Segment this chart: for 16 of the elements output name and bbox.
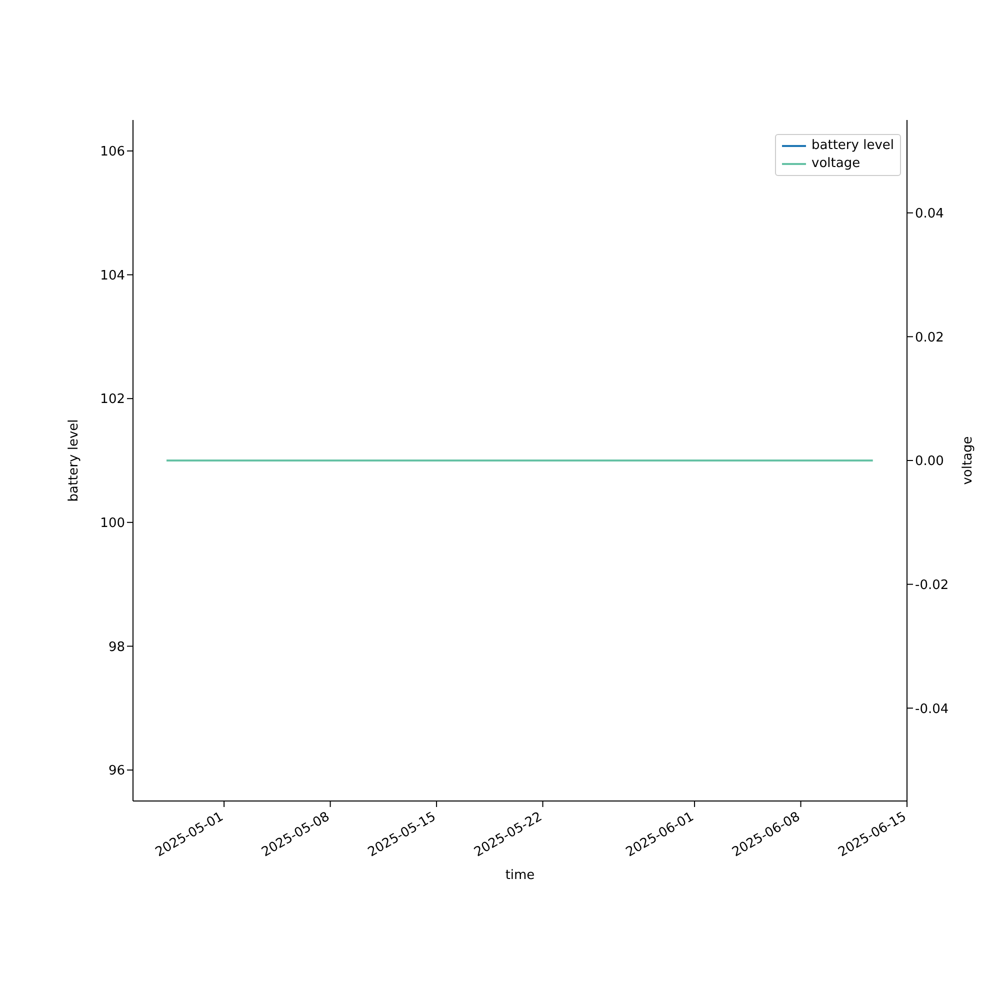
y-axis-title: battery level [66, 419, 82, 502]
legend-label: battery level [812, 137, 894, 155]
y2-tick-label: -0.04 [915, 702, 949, 717]
y2-tick-label: 0.00 [915, 454, 944, 470]
y-tick-label: 96 [108, 764, 125, 779]
y2-tick-label: 0.04 [915, 206, 944, 222]
y-tick-label: 102 [100, 392, 125, 408]
y2-axis-title: voltage [960, 436, 976, 485]
y-tick-label: 100 [100, 516, 125, 532]
y-tick-label: 104 [100, 268, 125, 284]
y-tick-label: 106 [100, 144, 125, 160]
y2-tick-label: -0.02 [915, 578, 949, 593]
y2-tick-label: 0.02 [915, 330, 944, 346]
legend-label: voltage [812, 155, 860, 173]
x-axis-title: time [505, 868, 535, 883]
y-tick-label: 98 [108, 640, 125, 655]
